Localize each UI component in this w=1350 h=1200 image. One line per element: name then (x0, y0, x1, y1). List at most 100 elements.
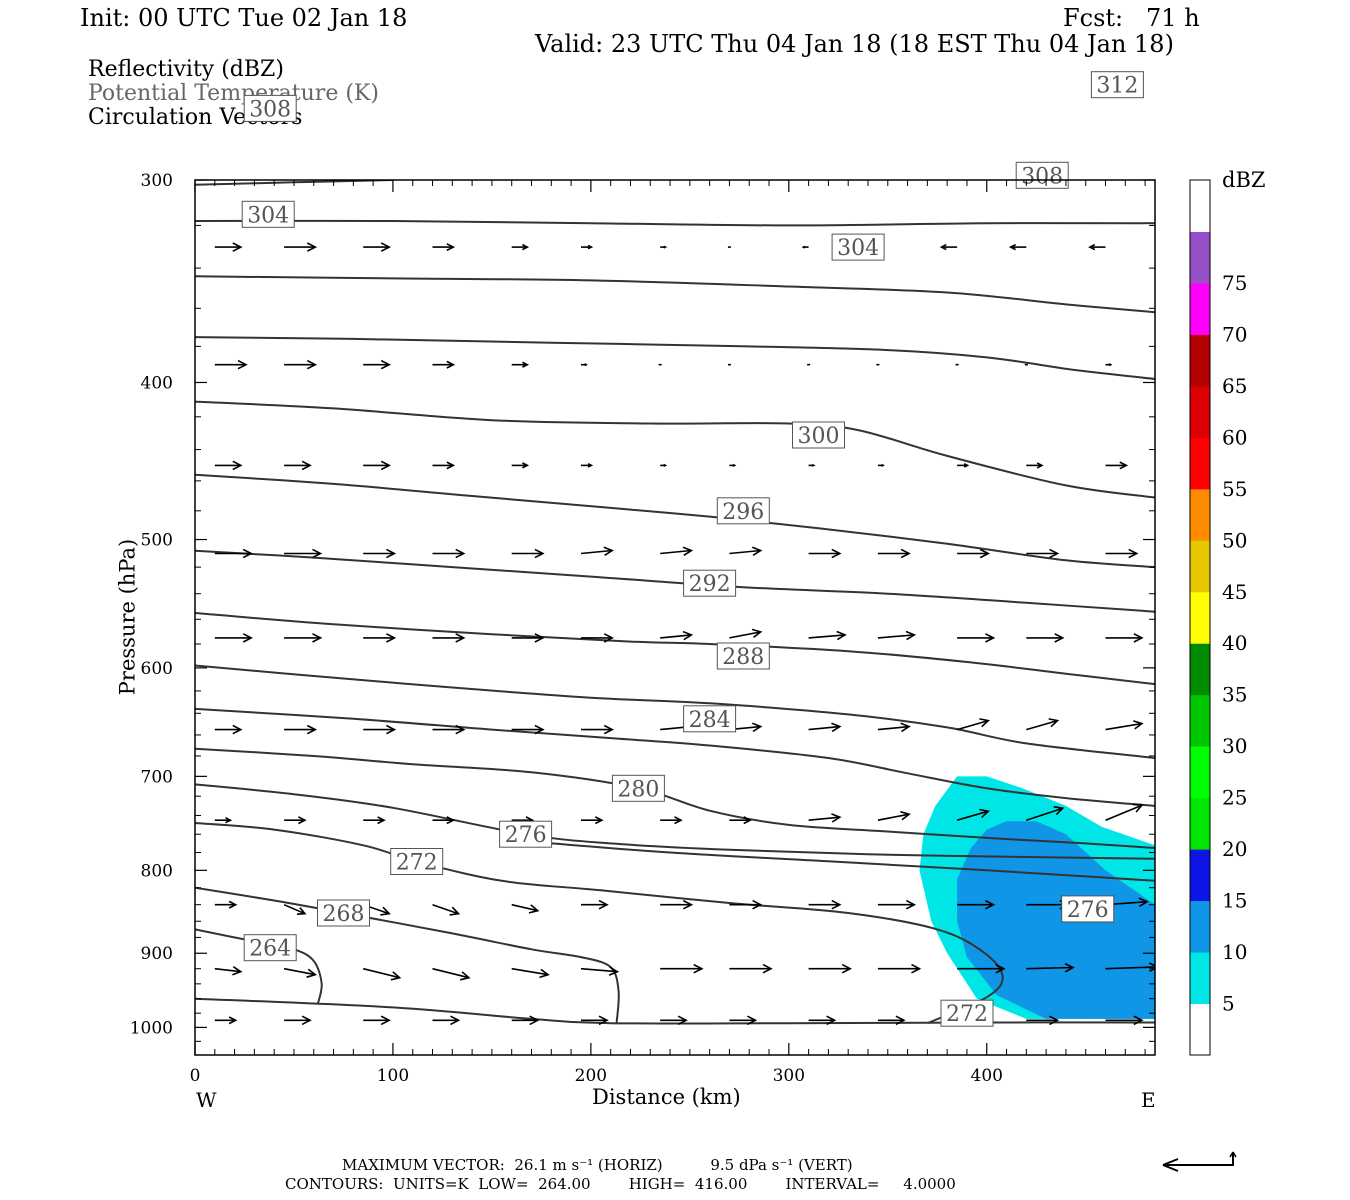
circulation-vector (956, 808, 990, 821)
circulation-vector (660, 816, 683, 825)
circulation-vector (1026, 633, 1065, 643)
circulation-vector (939, 243, 958, 251)
circulation-vector (808, 722, 842, 733)
contour-label: 300 (798, 424, 840, 449)
contour-label-box (940, 999, 994, 1027)
circulation-vector (957, 462, 970, 468)
theta-contour-276 (531, 840, 1155, 882)
circulation-vector (214, 548, 253, 559)
circulation-vector (1105, 1015, 1144, 1026)
circulation-vector (1105, 461, 1129, 470)
circulation-vector (363, 359, 391, 370)
circulation-vector (214, 359, 248, 370)
circulation-vector (660, 463, 668, 467)
circulation-vector (432, 967, 471, 981)
contour-label-box (611, 774, 665, 802)
circulation-vector (432, 461, 456, 470)
y-tick-label: 300 (141, 171, 173, 191)
y-tick-label: 400 (141, 373, 173, 393)
colorbar-label: 65 (1222, 374, 1247, 398)
theta-contour-280 (195, 747, 1155, 849)
circulation-vector (511, 361, 530, 368)
circulation-vector (1026, 1015, 1060, 1026)
reference-vector (1162, 1151, 1237, 1172)
colorbar-label: 25 (1222, 786, 1247, 810)
x-axis-label: Distance (km) (592, 1085, 741, 1109)
contour-label-box (1015, 161, 1069, 189)
contour-label: 276 (1067, 898, 1109, 923)
circulation-vector (363, 1015, 391, 1026)
circulation-vector (581, 462, 594, 468)
colorbar-label: 15 (1222, 889, 1247, 913)
circulation-vector (580, 546, 614, 556)
circulation-vector (1105, 633, 1144, 643)
circulation-vector (808, 899, 842, 910)
circulation-vector (581, 363, 588, 367)
circulation-vector (284, 359, 318, 370)
circulation-vector (581, 244, 594, 250)
circulation-vector (432, 724, 466, 735)
contour-label: 268 (323, 902, 365, 927)
colorbar-swatch (1190, 900, 1210, 953)
circulation-vector (808, 630, 847, 641)
circulation-vector (729, 963, 773, 974)
colorbar-swatch (1190, 334, 1210, 387)
theta-contour-284 (195, 707, 1155, 807)
colorbar-label: 75 (1222, 271, 1247, 295)
x-axis-east-label: E (1141, 1088, 1156, 1112)
theta-contour-268 (195, 886, 620, 1024)
colorbar-swatch (1190, 694, 1210, 747)
circulation-vector (214, 633, 253, 643)
circulation-vector (957, 633, 996, 643)
colorbar-label: 10 (1222, 940, 1247, 964)
contour-label: 312 (1096, 74, 1138, 99)
circulation-vector (729, 628, 763, 639)
circulation-vector (957, 963, 1006, 974)
circulation-vector (363, 816, 386, 825)
circulation-vector (363, 633, 397, 643)
circulation-vector (877, 899, 917, 910)
y-tick-label: 1000 (130, 1018, 173, 1038)
colorbar-label: 60 (1222, 425, 1247, 449)
circulation-vector (957, 548, 991, 559)
contour-label-box (792, 421, 845, 449)
colorbar-swatch (1190, 180, 1210, 232)
plot-frame (194, 179, 1156, 1056)
circulation-vector (511, 1015, 540, 1026)
circulation-vector (511, 243, 530, 251)
circulation-vector (660, 630, 694, 641)
circulation-vector (660, 546, 694, 556)
circulation-vector (214, 816, 233, 824)
circulation-vector (581, 724, 614, 735)
circulation-vector (808, 1015, 837, 1026)
circulation-vector (1105, 363, 1113, 367)
circulation-vector (432, 903, 461, 916)
legend-reflectivity: Reflectivity (dBZ) (88, 57, 284, 82)
circulation-vector (660, 245, 668, 249)
colorbar-swatch (1190, 591, 1210, 644)
y-tick-label: 700 (141, 767, 173, 787)
contour-label: 272 (946, 1002, 988, 1027)
circulation-vector (1008, 243, 1027, 251)
circulation-vector (877, 630, 917, 641)
contour-label-box (683, 705, 737, 733)
x-tick-label: 0 (190, 1066, 201, 1086)
y-tick-label: 600 (141, 659, 173, 679)
circulation-vector (581, 816, 604, 825)
colorbar-swatch (1190, 282, 1210, 335)
contour-label: 284 (689, 708, 731, 733)
colorbar-label: 50 (1222, 528, 1247, 552)
circulation-vector (660, 1015, 688, 1026)
circulation-vector (1105, 962, 1155, 972)
contour-label-box (716, 642, 770, 670)
y-tick-label: 900 (141, 944, 173, 964)
theta-contour (195, 219, 1155, 227)
circulation-vector (1088, 243, 1106, 251)
contour-label: 308 (1021, 164, 1063, 189)
colorbar-label: 45 (1222, 580, 1247, 604)
theta-contour-304 (195, 400, 1155, 499)
contour-label-box (499, 820, 553, 848)
colorbar-swatch (1190, 488, 1210, 541)
circulation-vector (363, 548, 397, 559)
contour-label: 292 (689, 572, 731, 597)
